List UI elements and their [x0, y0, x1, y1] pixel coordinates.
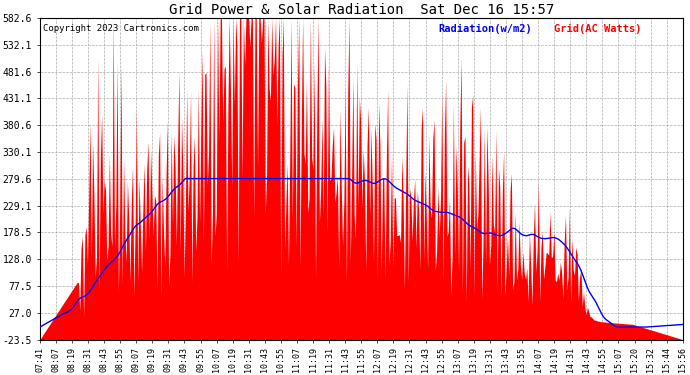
Title: Grid Power & Solar Radiation  Sat Dec 16 15:57: Grid Power & Solar Radiation Sat Dec 16 … [168, 3, 554, 17]
Text: Copyright 2023 Cartronics.com: Copyright 2023 Cartronics.com [43, 24, 199, 33]
Text: Grid(AC Watts): Grid(AC Watts) [554, 24, 642, 34]
Text: Radiation(w/m2): Radiation(w/m2) [438, 24, 532, 34]
